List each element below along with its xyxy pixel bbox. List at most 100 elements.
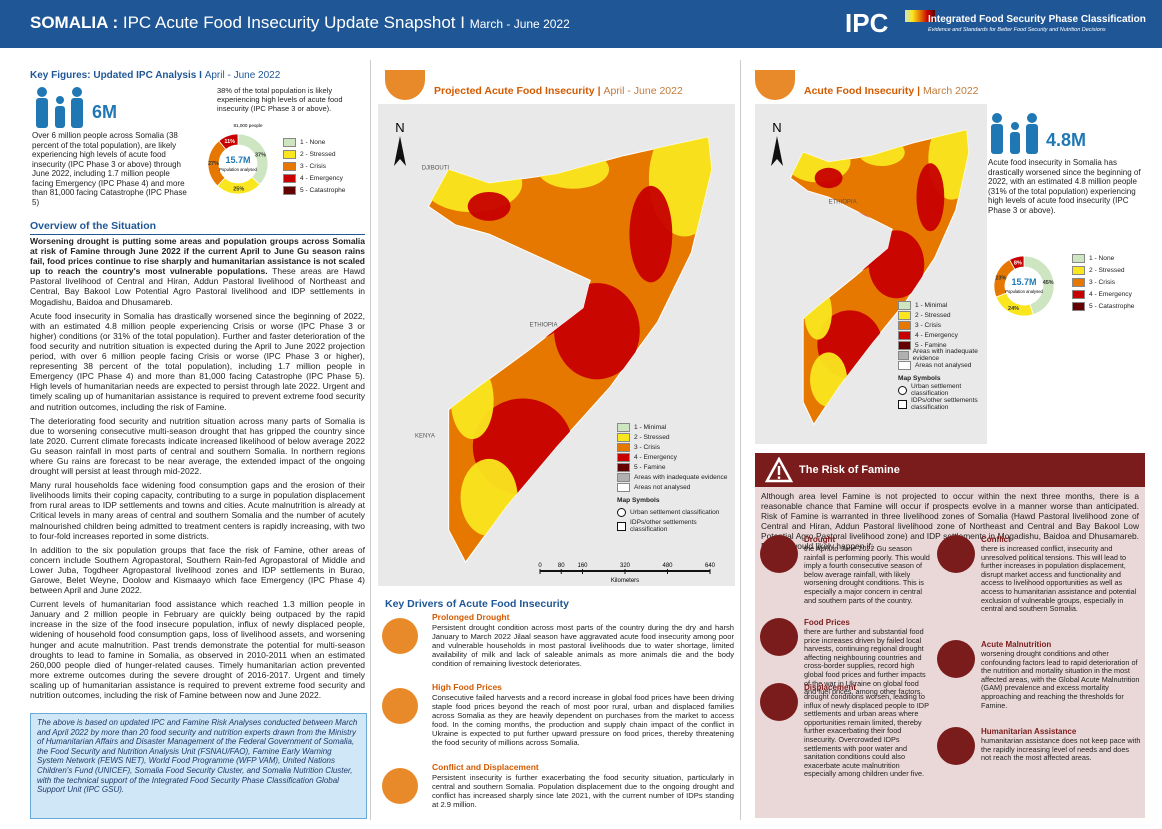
warning-icon (765, 457, 793, 483)
legend-swatch (617, 472, 630, 482)
people-icon (991, 113, 1038, 154)
divider (740, 60, 741, 820)
phase-area (814, 167, 843, 189)
legend-item: 2 - Stressed (898, 310, 986, 320)
symbol (617, 507, 626, 517)
legend-swatch (898, 360, 911, 370)
period: April - June 2022 (204, 70, 281, 81)
famine-header (755, 453, 1145, 487)
legend-item: 3 - Crisis (1072, 276, 1147, 288)
legend-item: 3 - Crisis (898, 320, 986, 330)
drivers-heading: Key Drivers of Acute Food Insecurity (385, 598, 569, 610)
period: April - June 2022 (603, 85, 683, 97)
paragraph-text: Many rural households face widening food… (30, 480, 365, 541)
legend-swatch (898, 300, 911, 310)
legend-label: 4 - Emergency (300, 174, 343, 182)
donut-center-label: Population analysed (219, 167, 257, 172)
map-label: KENYA (415, 433, 435, 439)
legend-label: 3 - Crisis (915, 321, 942, 329)
legend-item: 1 - Minimal (617, 422, 732, 432)
symbols-title: Map Symbols (898, 374, 941, 382)
donut-top-label: 81,000 people (233, 123, 263, 128)
map: N DJIBOUTI ETHIOPIA KENYA (378, 104, 735, 586)
symbol-label: IDPs/other settlements classification (911, 397, 978, 411)
legend-label: 5 - Catastrophe (1089, 302, 1135, 310)
legend-label: 5 - Famine (634, 463, 666, 471)
donut-legend: 1 - None 2 - Stressed 3 - Crisis 4 - Emerge… (1072, 252, 1147, 312)
legend-item: IDPs/other settlements classification (617, 519, 732, 533)
famine-icon (937, 727, 975, 765)
legend-item: 2 - Stressed (617, 432, 732, 442)
legend-item: 4 - Emergency (898, 330, 986, 340)
scale-unit: Kilometers (611, 578, 639, 584)
donut-center-value: 15.7M (225, 155, 250, 165)
people-icon (36, 87, 83, 128)
donut-slice (995, 292, 1034, 317)
legend-swatch (1072, 301, 1085, 311)
legend-swatch (1072, 289, 1085, 299)
legend-item: 5 - Catastrophe (283, 184, 363, 196)
lead: Worsening drought is putting some areas … (30, 236, 365, 277)
famine-item-title: Drought (804, 535, 836, 544)
paragraph-text: In addition to the six population groups… (30, 544, 365, 596)
heading: Acute Food Insecurity (804, 85, 915, 97)
legend-item: 5 - Famine (617, 462, 732, 472)
map-label: DJIBOUTI (422, 165, 450, 171)
famine-item-title: Displacement (804, 683, 857, 692)
driver-icon (382, 618, 418, 654)
legend-swatch (617, 432, 630, 442)
driver-icon (382, 688, 418, 724)
paragraph: In addition to the six population groups… (30, 545, 365, 595)
legend-item: 2 - Stressed (283, 148, 363, 160)
legend-swatch (283, 137, 296, 147)
key-figure: 4.8M (1046, 130, 1087, 150)
north-arrow (394, 136, 406, 166)
legend-swatch (283, 185, 296, 195)
projected-heading: Projected Acute Food Insecurity | April … (434, 85, 683, 97)
donut-chart: 37% 25% 27% 11% 15.7M Population analysed 81,0… (207, 123, 269, 195)
bowl-icon (385, 70, 425, 100)
legend-label: 3 - Crisis (1089, 278, 1116, 286)
paragraph: Acute food insecurity in Somalia has dra… (30, 311, 365, 412)
paragraph: Current levels of humanitarian food assi… (30, 599, 365, 700)
famine-icon (937, 640, 975, 678)
driver-title: Prolonged Drought (432, 612, 510, 622)
symbol-label: Urban settlement classification (911, 383, 962, 397)
legend-item: Urban settlement classification (617, 505, 732, 519)
legend-item: 4 - Emergency (617, 452, 732, 462)
bowl-icon (755, 70, 795, 100)
famine-item-text: drought conditions worsen, leading to in… (804, 692, 929, 779)
map-label: ETHIOPIA (530, 323, 558, 329)
overview-heading: Overview of the Situation (30, 220, 365, 235)
legend-label: 4 - Emergency (1089, 290, 1132, 298)
legend-swatch (898, 350, 909, 360)
famine-item-title: Acute Malnutrition (981, 640, 1052, 649)
map-label: ETHIOPIA (829, 200, 857, 206)
title-period: March - June 2022 (469, 17, 570, 31)
legend-item: Urban settlement classification (898, 383, 986, 397)
symbol-label: IDPs/other settlements classification (630, 519, 697, 533)
legend-item: 1 - None (1072, 252, 1147, 264)
legend-item: IDPs/other settlements classification (898, 397, 986, 411)
driver-text: Consecutive failed harvests and a record… (432, 693, 734, 747)
paragraph: Worsening drought is putting some areas … (30, 236, 365, 307)
legend-swatch (617, 442, 630, 452)
legend-label: Areas not analysed (915, 361, 972, 369)
legend-item: 4 - Emergency (283, 172, 363, 184)
legend-swatch (283, 149, 296, 159)
legend-item: 3 - Crisis (617, 442, 732, 452)
legend-label: 5 - Famine (915, 341, 947, 349)
north-label: N (772, 120, 781, 135)
symbols-title: Map Symbols (617, 496, 660, 504)
legend-swatch (1072, 277, 1085, 287)
donut-legend: 1 - None 2 - Stressed 3 - Crisis 4 - Emerge… (283, 136, 363, 196)
paragraph: The deteriorating food security and nutr… (30, 416, 365, 477)
legend-swatch (617, 452, 630, 462)
famine-item-text: worsening drought conditions and other c… (981, 649, 1140, 710)
key-figure-text: Acute food insecurity in Somalia has dra… (988, 158, 1141, 215)
divider (370, 60, 371, 820)
donut-value-label: 27% (208, 161, 219, 167)
current-heading: Acute Food Insecurity | March 2022 (804, 85, 979, 97)
legend-swatch (283, 173, 296, 183)
